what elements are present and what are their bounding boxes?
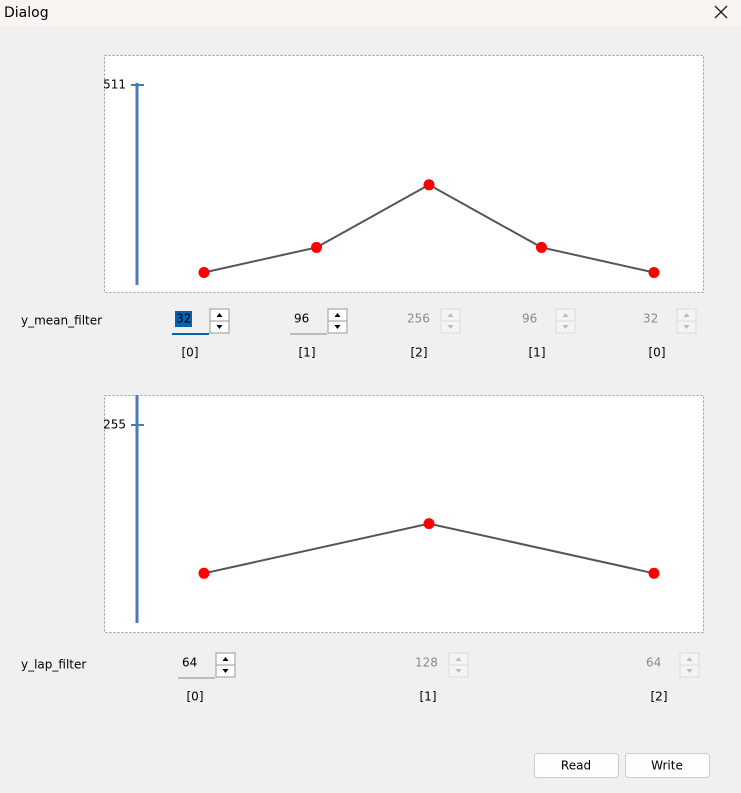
button-label[interactable]: Read xyxy=(561,759,591,773)
spinbox-down-arrow xyxy=(216,325,223,329)
spinbox-up-arrow xyxy=(222,657,229,661)
spinbox-down-arrow xyxy=(447,325,454,329)
text-selection xyxy=(175,311,192,327)
spinbox-value: 128 xyxy=(415,656,438,670)
chart-frame xyxy=(104,55,704,293)
spinbox-up-arrow xyxy=(447,313,454,317)
filter-point xyxy=(423,179,435,191)
spinbox-value[interactable]: 96 xyxy=(294,312,309,326)
filter-label: y_mean_filter xyxy=(21,314,102,328)
index-label: [0] xyxy=(649,346,666,360)
button-frame[interactable] xyxy=(534,753,619,778)
spinbox-up-arrow xyxy=(562,313,569,317)
index-label: [1] xyxy=(299,346,316,360)
spinbox-value: 96 xyxy=(522,312,537,326)
filter-point xyxy=(648,266,660,278)
spinbox-up-arrow xyxy=(455,657,462,661)
index-label: [0] xyxy=(187,690,204,704)
index-label: [1] xyxy=(529,346,546,360)
spinbox-up-arrow xyxy=(686,657,693,661)
spinbox-up-arrow xyxy=(683,313,690,317)
filter-point xyxy=(536,241,547,253)
spinbox-down-arrow xyxy=(686,669,693,673)
index-label: [2] xyxy=(411,346,428,360)
spinbox-up-arrow xyxy=(216,313,223,317)
spinbox-up-arrow xyxy=(334,313,341,317)
index-label: [1] xyxy=(420,690,437,704)
spinbox-down-arrow xyxy=(455,669,462,673)
filter-point xyxy=(198,567,210,579)
filter-label: y_lap_filter xyxy=(21,658,86,672)
button-label[interactable]: Write xyxy=(651,759,683,773)
spinbox-value: 256 xyxy=(407,312,430,326)
spinbox-value[interactable]: 64 xyxy=(182,656,197,670)
y-tick-label: 511 xyxy=(103,78,126,92)
filter-point xyxy=(648,567,660,579)
window-title: Dialog xyxy=(4,5,49,21)
spinbox-down-arrow xyxy=(683,325,690,329)
index-label: [0] xyxy=(182,346,199,360)
spinbox-value[interactable]: 32 xyxy=(176,312,191,326)
spinbox-down-arrow xyxy=(222,669,229,673)
filter-point xyxy=(198,266,210,278)
spinbox-down-arrow xyxy=(334,325,341,329)
chart-frame xyxy=(104,395,704,633)
close-button[interactable] xyxy=(714,5,728,19)
index-label: [2] xyxy=(651,690,668,704)
y-tick-label: 255 xyxy=(103,418,126,432)
filter-point xyxy=(423,518,435,530)
spinbox-down-arrow xyxy=(562,325,569,329)
button-frame[interactable] xyxy=(625,753,710,778)
spinbox-value: 32 xyxy=(643,312,658,326)
filter-point xyxy=(311,241,322,253)
spinbox-value: 64 xyxy=(646,656,661,670)
title-bar xyxy=(0,0,741,26)
